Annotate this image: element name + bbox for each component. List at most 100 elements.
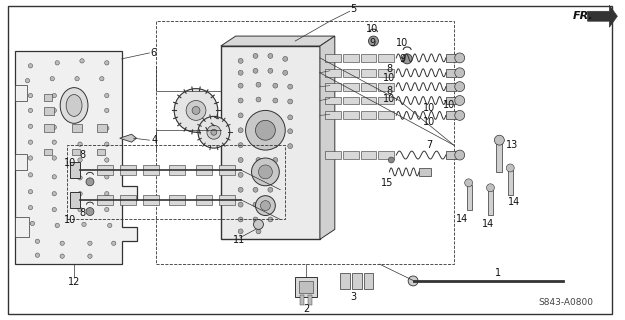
Polygon shape	[588, 5, 618, 27]
Bar	[489, 190, 493, 214]
Circle shape	[104, 192, 109, 196]
Circle shape	[273, 83, 278, 88]
Bar	[361, 83, 376, 91]
Circle shape	[192, 107, 200, 114]
Text: 10: 10	[64, 158, 76, 168]
Circle shape	[268, 53, 273, 58]
Circle shape	[107, 223, 112, 228]
Circle shape	[78, 126, 82, 131]
Circle shape	[256, 229, 261, 234]
Circle shape	[78, 142, 82, 146]
Circle shape	[238, 128, 243, 133]
Circle shape	[75, 76, 79, 81]
Circle shape	[238, 217, 243, 222]
Circle shape	[253, 68, 258, 73]
Bar	[169, 195, 185, 204]
Circle shape	[238, 229, 243, 234]
Circle shape	[259, 165, 272, 179]
Circle shape	[88, 241, 92, 245]
Bar	[508, 170, 513, 195]
Bar	[221, 46, 320, 239]
Bar	[14, 218, 29, 237]
Circle shape	[464, 179, 472, 187]
Circle shape	[35, 239, 39, 244]
Text: 8: 8	[386, 86, 392, 96]
Polygon shape	[120, 134, 136, 142]
Circle shape	[238, 172, 243, 177]
Circle shape	[28, 64, 32, 68]
Circle shape	[268, 172, 273, 177]
Circle shape	[78, 176, 82, 180]
Bar	[378, 54, 394, 62]
Text: S843-A0800: S843-A0800	[538, 298, 593, 307]
Circle shape	[35, 253, 39, 257]
Circle shape	[455, 110, 464, 120]
Bar	[446, 97, 456, 105]
Circle shape	[207, 125, 221, 139]
Circle shape	[111, 241, 116, 245]
Bar	[378, 151, 394, 159]
Circle shape	[238, 202, 243, 207]
Text: 13: 13	[506, 140, 518, 150]
Circle shape	[282, 56, 288, 61]
Circle shape	[256, 128, 261, 133]
Bar	[44, 93, 52, 100]
Bar	[352, 273, 362, 289]
Bar	[14, 154, 26, 170]
Circle shape	[86, 178, 94, 186]
Circle shape	[288, 115, 292, 120]
Circle shape	[256, 120, 276, 140]
Circle shape	[268, 202, 273, 207]
Bar	[325, 69, 341, 77]
Bar	[44, 124, 54, 132]
Polygon shape	[221, 36, 335, 46]
Circle shape	[186, 100, 206, 120]
Bar	[120, 195, 136, 204]
Circle shape	[52, 192, 56, 196]
Circle shape	[273, 128, 278, 133]
Circle shape	[238, 58, 243, 63]
Circle shape	[52, 93, 56, 98]
Circle shape	[455, 82, 464, 92]
Text: 14: 14	[456, 214, 468, 224]
Circle shape	[52, 156, 56, 160]
Text: 2: 2	[303, 304, 309, 314]
Circle shape	[273, 157, 278, 163]
Circle shape	[198, 116, 230, 148]
Circle shape	[104, 93, 109, 98]
Text: 10: 10	[366, 24, 379, 34]
Circle shape	[52, 140, 56, 144]
Circle shape	[408, 276, 418, 286]
Text: 8: 8	[79, 150, 85, 160]
Bar	[144, 165, 159, 175]
Circle shape	[55, 223, 59, 228]
Bar	[70, 162, 80, 178]
Text: 9: 9	[399, 54, 405, 64]
Circle shape	[28, 93, 32, 98]
Circle shape	[253, 217, 258, 222]
Circle shape	[104, 207, 109, 212]
Circle shape	[52, 108, 56, 113]
Text: 10: 10	[383, 73, 396, 83]
Bar	[325, 83, 341, 91]
Bar	[496, 142, 502, 172]
Text: 14: 14	[508, 196, 521, 207]
Circle shape	[288, 144, 292, 148]
Circle shape	[28, 124, 32, 128]
Text: 8: 8	[386, 64, 392, 74]
Circle shape	[80, 59, 84, 63]
Text: 14: 14	[482, 220, 494, 229]
Bar	[446, 69, 456, 77]
Text: 3: 3	[351, 292, 357, 302]
Circle shape	[282, 70, 288, 75]
Circle shape	[246, 110, 285, 150]
Circle shape	[273, 143, 278, 148]
Ellipse shape	[60, 88, 88, 123]
Circle shape	[494, 135, 504, 145]
Circle shape	[238, 83, 243, 88]
Circle shape	[273, 98, 278, 103]
Circle shape	[104, 158, 109, 162]
Circle shape	[52, 175, 56, 179]
Circle shape	[28, 156, 32, 160]
Circle shape	[28, 173, 32, 177]
